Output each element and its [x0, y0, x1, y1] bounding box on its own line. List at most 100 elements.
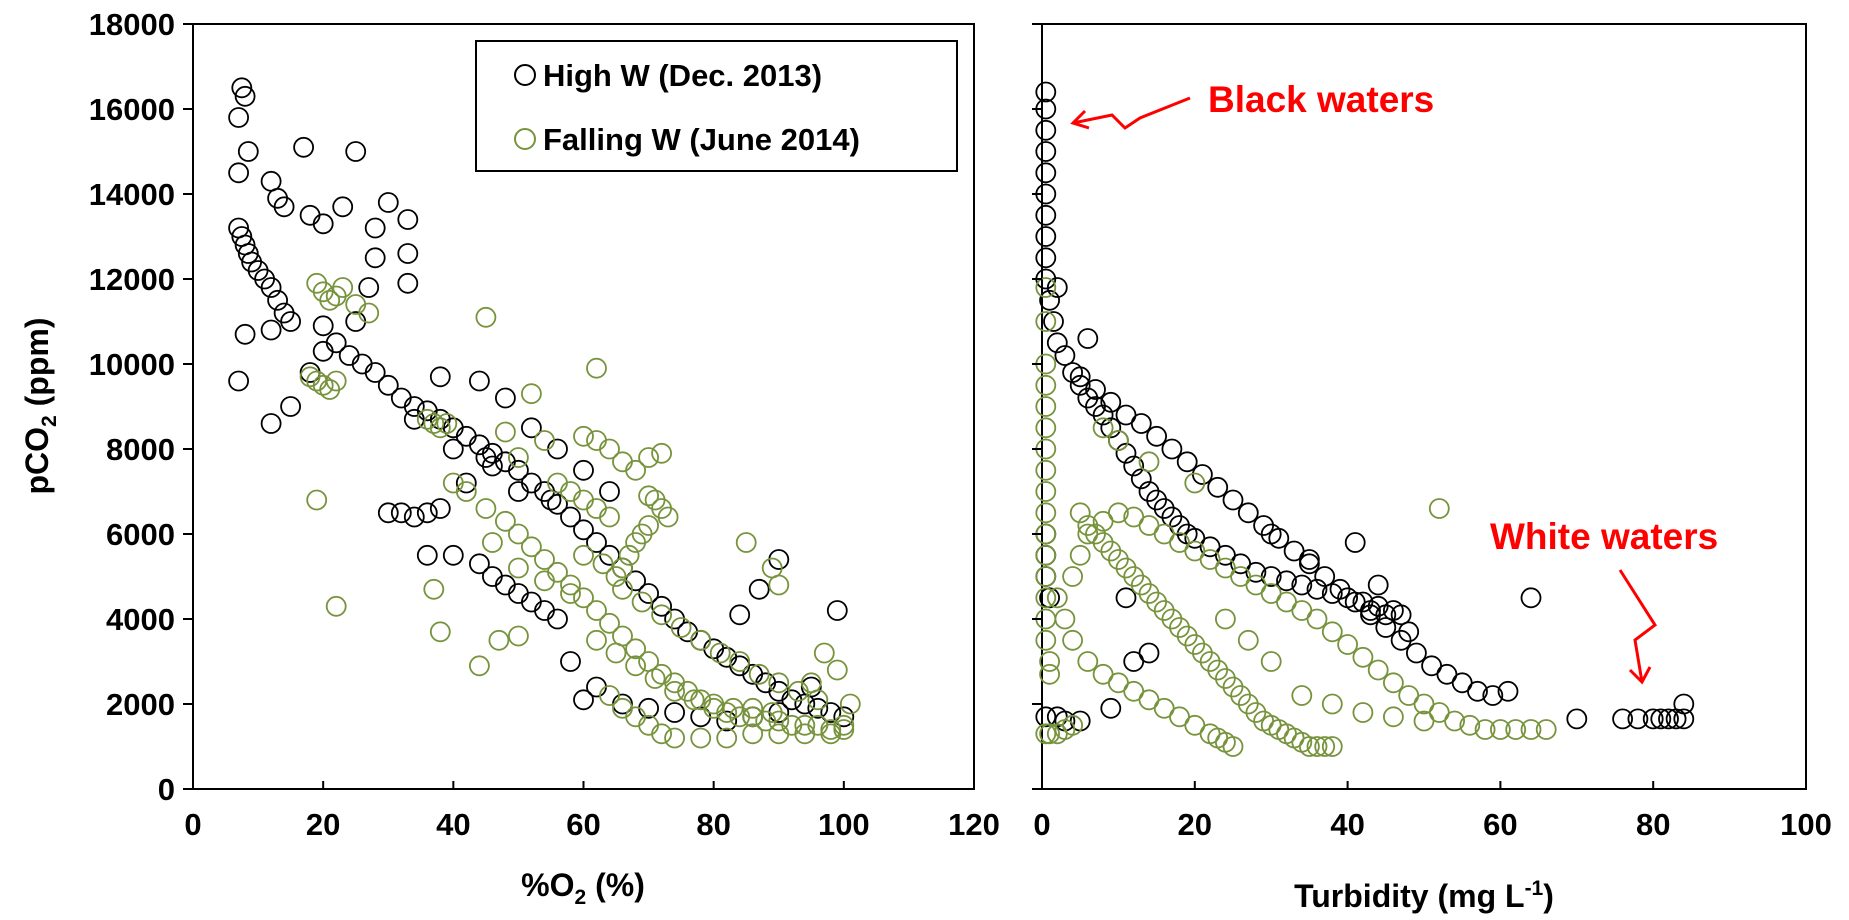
data-point [1520, 587, 1542, 609]
data-point [1092, 663, 1114, 685]
data-point [1123, 566, 1145, 587]
data-point [416, 502, 438, 524]
data-point [1146, 489, 1167, 511]
right-x-tick-label: 40 [1330, 807, 1364, 842]
data-point [651, 595, 672, 617]
data-point [1146, 591, 1167, 613]
data-point [1035, 311, 1057, 332]
data-point [638, 485, 659, 507]
data-point [586, 600, 607, 621]
data-point [826, 659, 848, 681]
data-point [521, 417, 542, 439]
data-point [508, 447, 529, 468]
data-point [306, 489, 328, 511]
data-point [625, 655, 646, 677]
data-point [1069, 366, 1091, 388]
data-point [1321, 693, 1343, 715]
data-point [664, 680, 685, 702]
data-point [1123, 455, 1145, 477]
data-point [1352, 702, 1374, 723]
data-point [429, 366, 451, 388]
data-point [332, 196, 354, 218]
data-point [729, 651, 751, 672]
left-y-ticks: 0 2000 4000 6000 8000 10000 12000 14000 16000 180… [89, 7, 193, 807]
data-point [397, 243, 419, 264]
annotation-arrow-white-waters [1618, 569, 1658, 683]
data-point [1321, 621, 1343, 643]
data-point [1299, 736, 1320, 757]
data-point [364, 217, 386, 239]
data-point [1035, 81, 1057, 103]
data-point [488, 629, 510, 651]
data-point [1253, 515, 1274, 536]
data-point [1673, 708, 1695, 730]
right-x-tick-label: 20 [1178, 807, 1212, 842]
data-point [1100, 391, 1122, 413]
legend: High W (Dec. 2013) Falling W (June 2014) [475, 40, 958, 172]
data-point [312, 374, 334, 396]
data-point [1230, 685, 1251, 706]
data-point [442, 472, 464, 494]
data-point [664, 727, 685, 749]
data-point [1035, 119, 1057, 141]
data-point [534, 430, 555, 451]
data-point [319, 379, 341, 400]
data-point [605, 642, 627, 664]
data-point [1520, 719, 1542, 740]
data-point [237, 141, 259, 162]
left-y-tick-label: 12000 [89, 262, 175, 297]
data-point [573, 425, 594, 447]
data-point [468, 655, 490, 677]
data-point [599, 612, 620, 634]
data-point [664, 672, 685, 694]
data-point [1642, 708, 1664, 730]
data-point [1184, 472, 1206, 494]
data-point [1108, 502, 1129, 524]
data-point [1627, 708, 1649, 730]
data-point [234, 85, 256, 107]
data-point [416, 408, 438, 430]
data-point [377, 374, 399, 396]
data-point [625, 459, 646, 481]
data-point [644, 668, 666, 689]
left-y-tick-label: 14000 [89, 177, 175, 212]
data-point [475, 306, 497, 328]
data-point [1161, 438, 1183, 460]
data-point [1169, 617, 1190, 638]
data-point [573, 519, 594, 541]
data-point [1367, 574, 1389, 596]
data-point [573, 459, 594, 481]
data-point [1215, 668, 1236, 689]
data-point [1497, 680, 1519, 702]
data-point [612, 578, 633, 600]
data-point [260, 319, 282, 341]
data-point [267, 187, 289, 209]
left-x-tick-label: 60 [566, 807, 600, 842]
data-point [1482, 685, 1504, 706]
data-point [1673, 693, 1695, 715]
data-point [1153, 600, 1175, 621]
data-point [586, 532, 607, 553]
data-point [280, 396, 302, 417]
data-point [1306, 736, 1328, 757]
data-point [1444, 710, 1465, 732]
data-point [1268, 527, 1290, 549]
data-point [560, 583, 581, 604]
data-point [1207, 659, 1229, 681]
data-point [1222, 489, 1244, 511]
data-point [429, 498, 451, 519]
left-points [228, 77, 861, 749]
right-panel: 0 20 40 60 80 100 Turbidity (mg L-1) Black wa… [1032, 23, 1832, 914]
data-point [1035, 417, 1057, 439]
data-point [651, 442, 672, 464]
data-point [1406, 642, 1427, 664]
data-point [1467, 680, 1488, 702]
data-point [716, 702, 738, 723]
data-point [586, 498, 607, 519]
data-point [508, 459, 529, 481]
data-point [612, 697, 633, 719]
data-point [534, 600, 555, 621]
left-y-tick-label: 18000 [89, 7, 175, 42]
legend-label-high-w: High W (Dec. 2013) [543, 58, 822, 93]
data-point [547, 493, 568, 515]
